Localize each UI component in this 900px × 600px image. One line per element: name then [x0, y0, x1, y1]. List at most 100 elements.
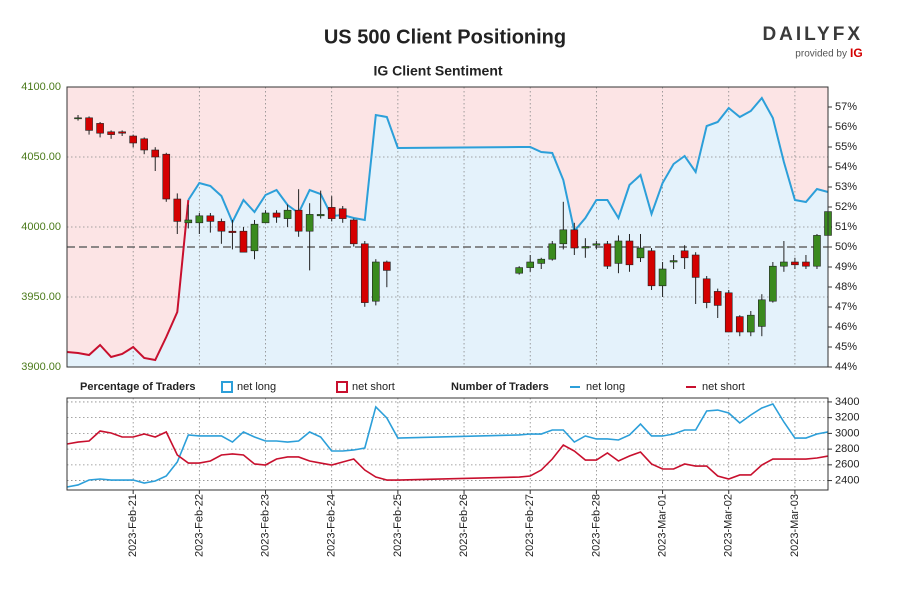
sentiment-line — [66, 199, 190, 362]
candle-body — [791, 261, 799, 266]
candle-body — [74, 117, 82, 120]
candle-body — [537, 258, 546, 264]
y-tick-label: 4050.00 — [21, 151, 61, 163]
y2-tick-label: 46% — [835, 321, 857, 333]
logo-partner: IG — [850, 46, 863, 60]
legend-title: Percentage of Traders — [80, 381, 196, 393]
candle-body — [206, 215, 215, 222]
candle-body — [272, 212, 281, 218]
candle-body — [746, 314, 755, 333]
candle-body — [140, 138, 149, 151]
y2-tick-label: 48% — [835, 281, 857, 293]
candle-body — [151, 149, 160, 158]
candle-body — [383, 261, 391, 271]
candle-body — [647, 250, 656, 287]
candle-body — [261, 212, 270, 224]
candle-body — [239, 230, 248, 253]
candle-body — [327, 207, 336, 219]
candle-body — [780, 261, 788, 267]
candle-body — [228, 230, 237, 233]
plot-frame — [66, 397, 829, 491]
x-tick-label: 2023-Mar-02 — [723, 494, 735, 557]
candle-body — [713, 291, 722, 306]
candle-body — [85, 117, 93, 131]
candle-body — [548, 243, 557, 260]
candle-body — [614, 240, 623, 264]
long-area — [67, 98, 828, 367]
y2-tick-label: 50% — [835, 241, 857, 253]
candle-body — [372, 261, 380, 302]
y-tick-label: 3000 — [835, 427, 859, 439]
candle-body — [349, 219, 358, 245]
x-tick-label: 2023-Feb-28 — [590, 494, 602, 557]
candle-body — [603, 243, 612, 267]
candle-body — [118, 131, 126, 134]
y2-tick-label: 55% — [835, 141, 857, 153]
chart-subtitle: IG Client Sentiment — [373, 63, 502, 79]
y2-tick-label: 56% — [835, 121, 857, 133]
candle-body — [691, 254, 700, 278]
candle-body — [724, 292, 733, 333]
plot-frame — [66, 86, 829, 368]
candle-body — [802, 261, 810, 267]
candle-body — [338, 208, 347, 219]
x-tick-label: 2023-Feb-24 — [326, 494, 338, 557]
candle-body — [184, 219, 193, 224]
y-tick-label: 2400 — [835, 474, 859, 486]
candle-body — [625, 240, 634, 266]
y2-tick-label: 49% — [835, 261, 857, 273]
candle-body — [636, 247, 645, 259]
candle-body — [96, 123, 104, 134]
trader-line — [66, 403, 829, 488]
legend-swatch — [336, 381, 348, 393]
y2-tick-label: 45% — [835, 341, 857, 353]
y2-tick-label: 54% — [835, 161, 857, 173]
candle-body — [669, 260, 678, 263]
candle-body — [526, 261, 535, 268]
candle-body — [581, 246, 590, 249]
y2-tick-label: 47% — [835, 301, 857, 313]
x-tick-label: 2023-Mar-01 — [656, 494, 668, 557]
x-tick-label: 2023-Feb-22 — [193, 494, 205, 557]
candle-body — [735, 316, 744, 333]
y-tick-label: 2600 — [835, 459, 859, 471]
x-tick-label: 2023-Feb-23 — [259, 494, 271, 557]
candle-body — [173, 198, 182, 222]
legend-label: net short — [702, 381, 745, 393]
candle-body — [515, 267, 523, 274]
y-tick-label: 3900.00 — [21, 361, 61, 373]
candle-body — [680, 250, 689, 259]
candle-body — [162, 153, 171, 200]
y-tick-label: 4100.00 — [21, 81, 61, 93]
y2-tick-label: 44% — [835, 361, 857, 373]
candle-body — [360, 243, 369, 303]
legend-swatch — [221, 381, 233, 393]
x-tick-label: 2023-Feb-27 — [524, 494, 536, 557]
legend-title: Number of Traders — [451, 381, 549, 393]
candle-body — [769, 265, 777, 302]
chart-title: US 500 Client Positioning — [324, 26, 566, 48]
candle-body — [107, 131, 115, 135]
trader-line — [66, 430, 829, 481]
x-tick-label: 2023-Mar-03 — [789, 494, 801, 557]
candle-body — [592, 243, 601, 246]
y-tick-label: 4000.00 — [21, 221, 61, 233]
candle-body — [217, 221, 226, 232]
y2-tick-label: 52% — [835, 201, 857, 213]
candle-body — [813, 235, 821, 267]
y2-tick-label: 53% — [835, 181, 857, 193]
x-tick-label: 2023-Feb-21 — [127, 494, 139, 557]
y-tick-label: 3200 — [835, 412, 859, 424]
y-tick-label: 3400 — [835, 396, 859, 408]
legend-label: net short — [352, 381, 395, 393]
candle-body — [250, 223, 259, 252]
y-tick-label: 3950.00 — [21, 291, 61, 303]
candle-body — [570, 229, 579, 249]
legend-label: net long — [237, 381, 276, 393]
y-tick-label: 2800 — [835, 443, 859, 455]
candle-body — [305, 214, 314, 232]
candle-body — [316, 214, 325, 217]
sentiment-line — [187, 96, 829, 234]
candle-body — [283, 209, 292, 219]
